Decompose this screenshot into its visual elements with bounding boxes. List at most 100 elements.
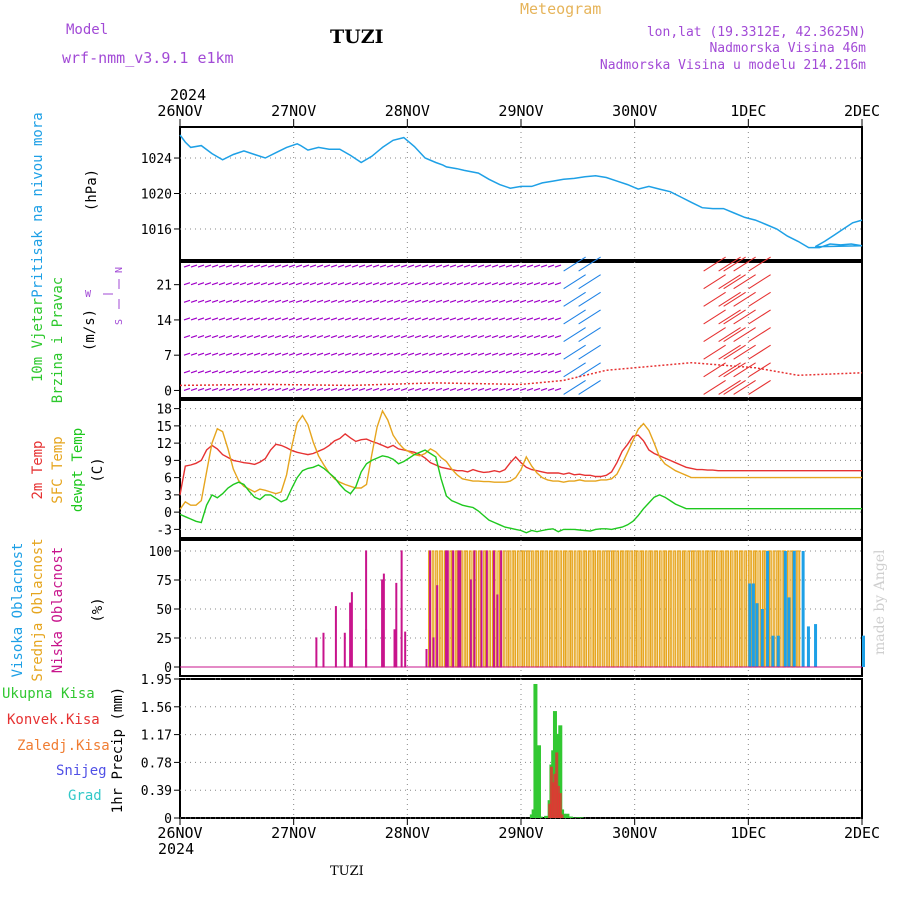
wind-barb: [659, 345, 681, 359]
wind-barb: [365, 334, 373, 339]
wind-barb: [834, 275, 856, 289]
wind-barb: [629, 292, 651, 306]
high-cloud-bar: [801, 551, 805, 667]
wind-barb: [669, 275, 691, 289]
wind-barb: [563, 309, 586, 325]
wind-barb: [644, 310, 666, 324]
mid-cloud-bar: [440, 550, 444, 668]
high-cloud-bar: [792, 551, 796, 667]
wind-barb: [197, 264, 205, 268]
wind-barb: [669, 328, 691, 342]
mid-cloud-bar: [797, 550, 801, 668]
wind-barb: [854, 328, 876, 342]
wind-barb: [414, 317, 422, 321]
wind-barb: [533, 352, 541, 356]
high-cloud-bar: [766, 551, 770, 667]
wind-barb: [274, 352, 282, 356]
wind-barb: [769, 292, 791, 306]
wind-barb: [218, 370, 226, 374]
wind-barb: [218, 282, 226, 286]
mid-cloud-bar: [678, 550, 682, 668]
wind-barb: [463, 370, 471, 374]
wind-barb: [759, 345, 781, 359]
wind-barb: [372, 387, 380, 392]
wind-barb: [267, 317, 275, 321]
date-label-top: 28NOV: [385, 102, 430, 120]
wind-barb: [794, 328, 816, 342]
sfc-label: SFC Temp: [50, 436, 66, 503]
wind-barb: [372, 264, 380, 268]
wind-barb: [748, 379, 771, 395]
wind-barb: [316, 317, 324, 321]
year-top: 2024: [170, 86, 206, 104]
wind-barb: [365, 264, 373, 268]
low-cloud-bar: [404, 631, 407, 668]
wind-barb: [281, 387, 289, 392]
wind-barb: [456, 282, 464, 286]
wind-barb: [344, 317, 352, 321]
precip-ytick-label: 1.95: [141, 673, 172, 688]
wind-barb: [694, 275, 716, 289]
wind-barb: [533, 317, 541, 321]
wind-barb: [246, 299, 254, 303]
wind-barb: [574, 310, 596, 324]
conv-precip-bar: [555, 752, 559, 818]
mid-cloud-label: Srednja Oblacnost: [30, 538, 46, 681]
wind-barb: [218, 317, 226, 321]
wind-barb: [814, 292, 836, 306]
wind-barb: [540, 282, 548, 286]
wind-barb: [351, 334, 359, 339]
wind-barb: [351, 370, 359, 374]
wind-barb: [323, 264, 331, 268]
high-cloud-bar: [814, 624, 818, 667]
mid-cloud-bar: [692, 550, 696, 668]
wind-barb: [723, 344, 746, 360]
wind-barb: [714, 363, 736, 377]
wind-barb: [574, 292, 596, 306]
wind-barb: [703, 362, 726, 378]
wind-barb: [316, 334, 324, 339]
wind-barb: [703, 327, 726, 343]
wind-barb: [365, 317, 373, 321]
date-label-bottom: 26NOV: [157, 824, 202, 842]
conv-precip-bar: [553, 773, 557, 818]
wind-barb: [498, 264, 506, 268]
wind-barb: [435, 282, 443, 286]
wind-barb: [589, 292, 611, 306]
wind-barb: [295, 299, 303, 303]
wind-barb: [442, 282, 450, 286]
wind-barb: [824, 380, 846, 394]
wind-barb: [533, 387, 541, 392]
wind-barb: [674, 345, 696, 359]
wind-barb: [723, 256, 746, 272]
wind-barb: [260, 299, 268, 303]
wind-barb: [624, 275, 646, 289]
wind-barb: [379, 334, 387, 339]
wind-barb: [729, 328, 751, 342]
total-precip-bar: [536, 745, 541, 818]
wind-barb: [604, 275, 626, 289]
wind-barb: [449, 370, 457, 374]
wind-barb: [774, 363, 796, 377]
wind-barb: [204, 282, 212, 286]
high-cloud-bar: [751, 583, 755, 667]
wind-barb: [729, 363, 751, 377]
wind-barb: [491, 387, 499, 392]
wind-barb: [519, 317, 527, 321]
wind-barb: [288, 282, 296, 286]
wind-barb: [664, 380, 686, 394]
cloud-panel: 0 25 50 75 100: [149, 539, 865, 677]
wind-barb: [649, 345, 671, 359]
low-cloud-bar: [425, 648, 428, 668]
wind-barb: [748, 362, 771, 378]
wind-barb: [563, 379, 586, 395]
wind-barb: [197, 299, 205, 303]
wind-barb: [246, 352, 254, 356]
wind-barb: [684, 328, 706, 342]
wind-barb: [694, 363, 716, 377]
wind-barb: [794, 292, 816, 306]
wind-barb: [505, 299, 513, 303]
wind-barb: [442, 334, 450, 339]
wind-barb: [718, 256, 741, 272]
wind-barb: [799, 292, 821, 306]
